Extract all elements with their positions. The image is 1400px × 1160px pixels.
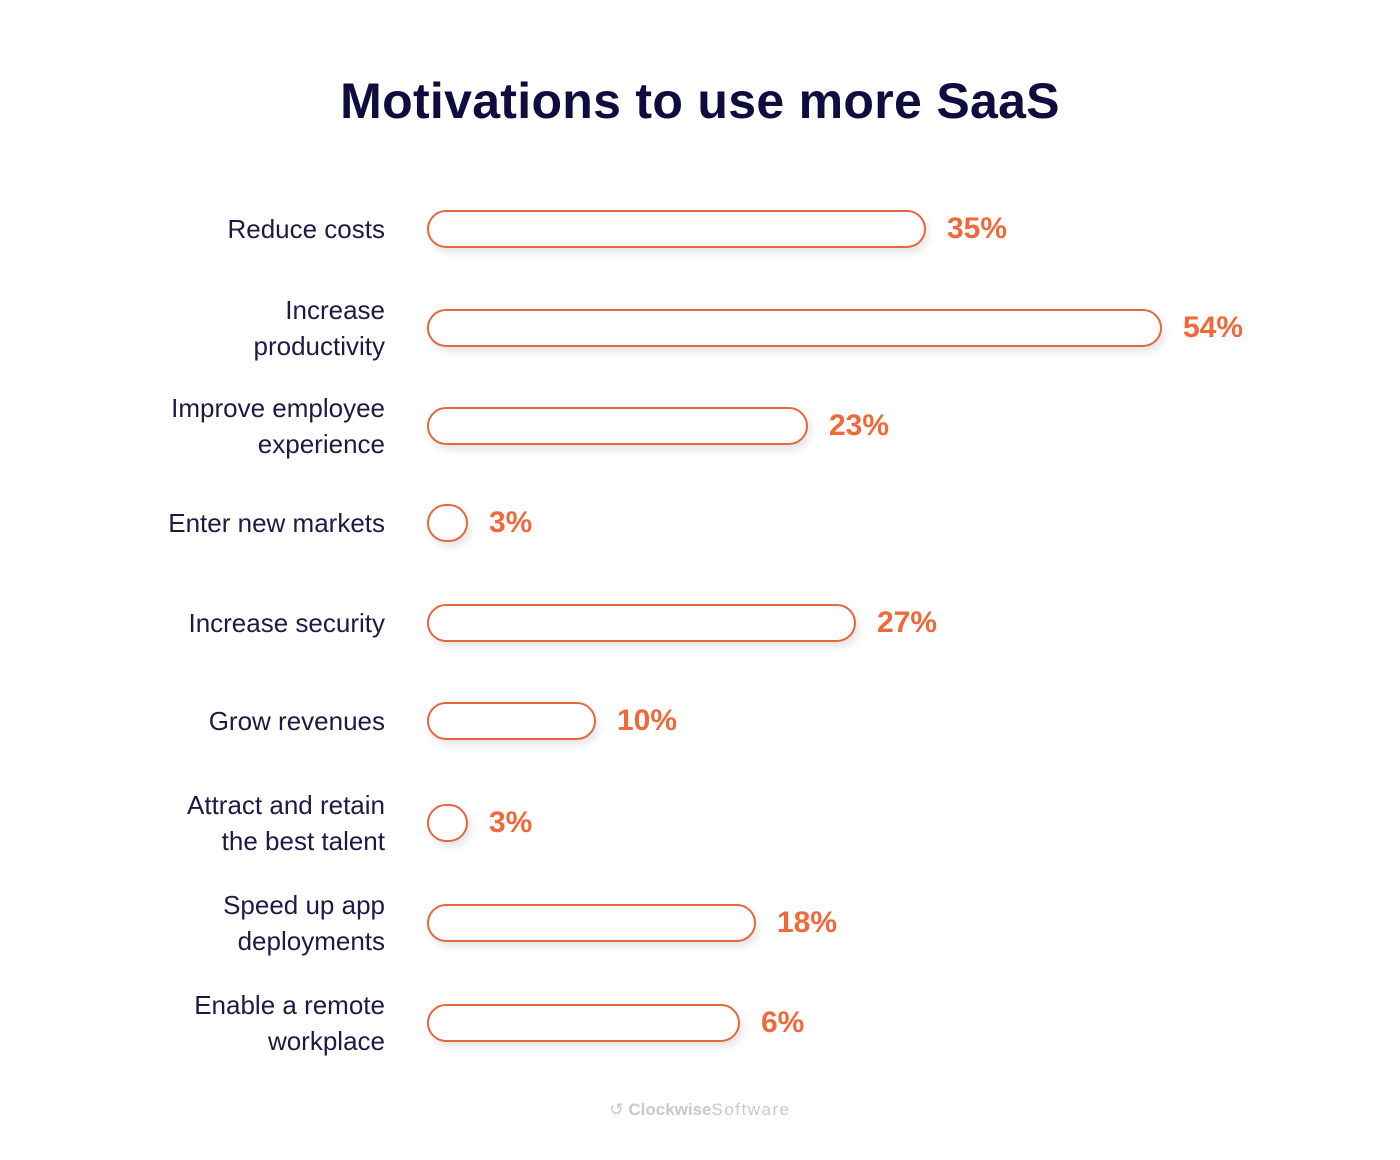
value-label: 3% xyxy=(489,506,533,539)
brand-watermark: ↺ ClockwiseSoftware xyxy=(0,1100,1400,1120)
bar-row: Enter new markets 3% xyxy=(0,483,1400,563)
value-label: 6% xyxy=(761,1006,805,1039)
category-label-line: Grow revenues xyxy=(208,706,385,736)
category-label-line: Increase xyxy=(285,295,385,325)
value-label: 27% xyxy=(877,606,938,639)
category-label: Reduce costs xyxy=(85,211,385,247)
category-label-line: productivity xyxy=(253,331,386,361)
category-label: Enter new markets xyxy=(85,505,385,541)
bar xyxy=(427,604,856,642)
category-label-line: Improve employee xyxy=(171,393,385,423)
bar xyxy=(427,309,1162,347)
bar xyxy=(427,804,468,842)
brand-light: Software xyxy=(711,1100,791,1119)
category-label-line: Enable a remote xyxy=(194,990,385,1020)
category-label-line: Increase security xyxy=(188,608,385,638)
bar-row: Attract and retain the best talent 3% xyxy=(0,783,1400,863)
brand-bold: Clockwise xyxy=(628,1100,712,1119)
bar-row: Speed up app deployments 18% xyxy=(0,883,1400,963)
value-label: 10% xyxy=(617,704,678,737)
bar-row: Improve employee experience 23% xyxy=(0,386,1400,466)
category-label: Increase productivity xyxy=(85,292,386,364)
value-label: 3% xyxy=(489,806,533,839)
category-label-line: experience xyxy=(257,429,385,459)
category-label-line: workplace xyxy=(267,1026,385,1056)
category-label-line: Enter new markets xyxy=(168,508,385,538)
category-label: Improve employee experience xyxy=(85,390,385,462)
bar-row: Enable a remote workplace 6% xyxy=(0,983,1400,1063)
bar xyxy=(427,904,756,942)
category-label: Increase security xyxy=(85,605,385,641)
bar-row: Reduce costs 35% xyxy=(0,189,1400,269)
bar xyxy=(427,702,596,740)
bar xyxy=(427,210,926,248)
category-label: Speed up app deployments xyxy=(85,887,385,959)
bar xyxy=(427,1004,740,1042)
category-label: Grow revenues xyxy=(85,703,385,739)
bar-row: Grow revenues 10% xyxy=(0,681,1400,761)
category-label: Attract and retain the best talent xyxy=(85,787,385,859)
value-label: 54% xyxy=(1183,311,1244,344)
bar-row: Increase productivity 54% xyxy=(0,288,1400,368)
bar xyxy=(427,504,468,542)
clockwise-logo-icon: ↺ xyxy=(609,1100,624,1119)
category-label-line: Reduce costs xyxy=(227,214,385,244)
bar-row: Increase security 27% xyxy=(0,583,1400,663)
value-label: 23% xyxy=(829,409,890,442)
chart-title: Motivations to use more SaaS xyxy=(340,73,1060,129)
category-label-line: the best talent xyxy=(221,826,385,856)
category-label-line: Speed up app xyxy=(223,890,385,920)
category-label: Enable a remote workplace xyxy=(85,987,385,1059)
value-label: 35% xyxy=(947,212,1008,245)
value-label: 18% xyxy=(777,906,838,939)
bar xyxy=(427,407,808,445)
category-label-line: deployments xyxy=(237,926,385,956)
category-label-line: Attract and retain xyxy=(187,790,385,820)
